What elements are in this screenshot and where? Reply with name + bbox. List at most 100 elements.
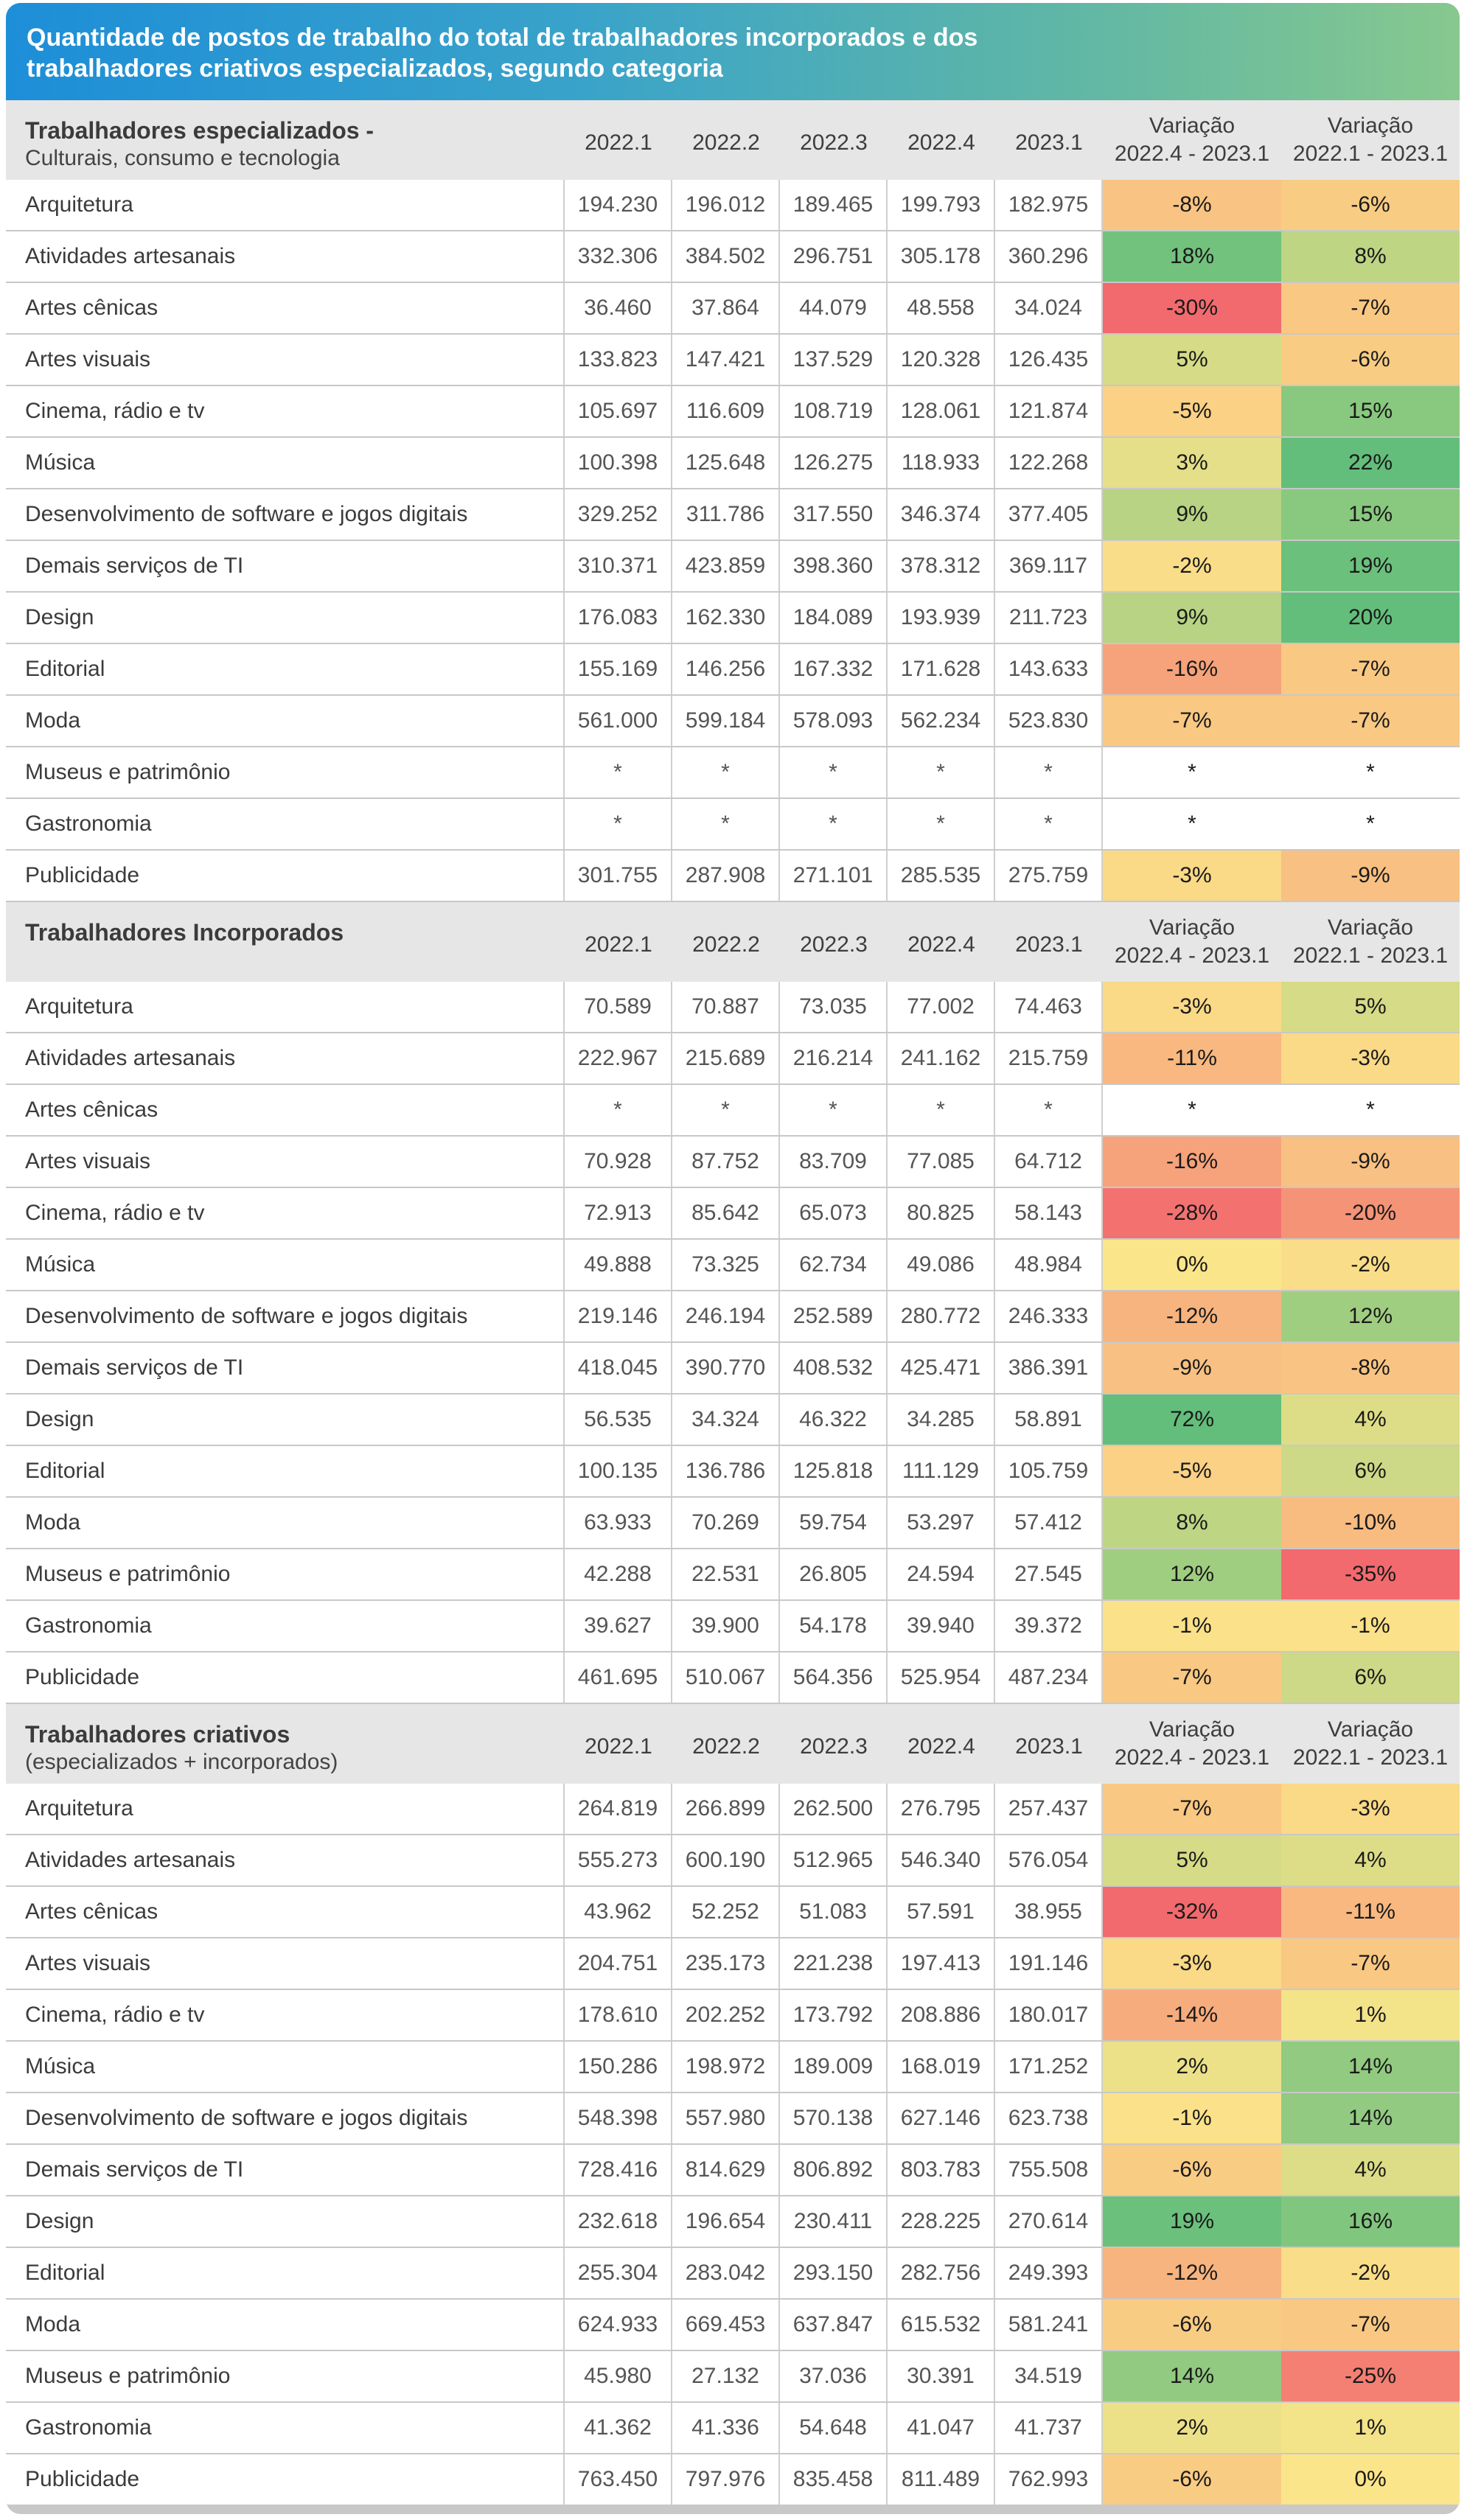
category-label: Artes cênicas (6, 283, 565, 333)
value-cell: 275.759 (995, 851, 1103, 901)
value-cell: 216.214 (780, 1033, 888, 1083)
variation-year-cell: 4% (1281, 2145, 1460, 2195)
value-cell: 167.332 (780, 644, 888, 694)
variation-quarter-cell: -6% (1103, 2145, 1281, 2195)
variation-year-cell: -7% (1281, 283, 1460, 333)
value-cell: 22.531 (672, 1549, 780, 1599)
table-row: Arquitetura 264.819 266.899 262.500 276.795 2… (6, 1784, 1460, 1835)
value-cell: 512.965 (780, 1835, 888, 1885)
table-row: Artes cênicas 43.962 52.252 51.083 57.591 38.… (6, 1887, 1460, 1938)
table-row: Editorial 255.304 283.042 293.150 282.756 249… (6, 2248, 1460, 2300)
value-cell: 570.138 (780, 2093, 888, 2143)
variation-year-cell: -35% (1281, 1549, 1460, 1599)
category-label: Música (6, 1240, 565, 1290)
table-row: Cinema, rádio e tv 72.913 85.642 65.073 80.8… (6, 1188, 1460, 1240)
variation-header-year: Variação 2022.1 - 2023.1 (1281, 902, 1460, 982)
category-label: Arquitetura (6, 180, 565, 230)
value-cell: 360.296 (995, 231, 1103, 282)
table-row: Cinema, rádio e tv 178.610 202.252 173.792 2… (6, 1990, 1460, 2042)
value-cell: 70.887 (672, 982, 780, 1032)
value-cell: 105.759 (995, 1446, 1103, 1496)
variation-quarter-cell: * (1103, 747, 1281, 797)
value-cell: 803.783 (888, 2145, 995, 2195)
table-row: Gastronomia 39.627 39.900 54.178 39.940 39.37… (6, 1601, 1460, 1652)
table-row: Desenvolvimento de software e jogos digi… (6, 2093, 1460, 2145)
value-cell: 74.463 (995, 982, 1103, 1032)
value-cell: * (672, 1085, 780, 1135)
variation-quarter-cell: 0% (1103, 1240, 1281, 1290)
variation-year-cell: 0% (1281, 2454, 1460, 2505)
value-cell: 48.558 (888, 283, 995, 333)
category-label: Editorial (6, 644, 565, 694)
value-cell: 557.980 (672, 2093, 780, 2143)
value-cell: * (888, 1085, 995, 1135)
value-cell: 378.312 (888, 541, 995, 591)
column-header-2022-1: 2022.1 (585, 1734, 652, 1759)
table-row: Artes visuais 204.751 235.173 221.238 197.41… (6, 1938, 1460, 1990)
variation-header-line: Variação (1149, 1717, 1236, 1742)
value-cell: 168.019 (888, 2042, 995, 2092)
value-cell: 624.933 (565, 2300, 672, 2350)
variation-quarter-cell: -3% (1103, 851, 1281, 901)
value-cell: 44.079 (780, 283, 888, 333)
value-cell: 728.416 (565, 2145, 672, 2195)
value-cell: 64.712 (995, 1137, 1103, 1187)
variation-year-cell: -6% (1281, 180, 1460, 230)
value-cell: 487.234 (995, 1652, 1103, 1703)
category-label: Música (6, 2042, 565, 2092)
variation-quarter-cell: 14% (1103, 2351, 1281, 2401)
variation-quarter-cell: 5% (1103, 1835, 1281, 1885)
variation-year-cell: -7% (1281, 2300, 1460, 2350)
value-cell: 121.874 (995, 386, 1103, 436)
value-cell: 287.908 (672, 851, 780, 901)
variation-quarter-cell: -9% (1103, 1343, 1281, 1393)
variation-quarter-cell: -5% (1103, 1446, 1281, 1496)
value-cell: 835.458 (780, 2454, 888, 2505)
table-row: Música 150.286 198.972 189.009 168.019 171.25… (6, 2042, 1460, 2093)
value-cell: 669.453 (672, 2300, 780, 2350)
value-cell: 599.184 (672, 696, 780, 746)
category-label: Artes cênicas (6, 1085, 565, 1135)
variation-year-cell: -1% (1281, 1601, 1460, 1651)
value-cell: 301.755 (565, 851, 672, 901)
table-row: Museus e patrimônio 42.288 22.531 26.805 24.… (6, 1549, 1460, 1601)
table-row: Museus e patrimônio * * * * * * * (6, 747, 1460, 799)
value-cell: 548.398 (565, 2093, 672, 2143)
value-cell: 398.360 (780, 541, 888, 591)
value-cell: 125.648 (672, 438, 780, 488)
variation-header-period: 2022.4 - 2023.1 (1114, 943, 1270, 968)
variation-quarter-cell: * (1103, 799, 1281, 849)
variation-quarter-cell: 2% (1103, 2042, 1281, 2092)
category-label: Arquitetura (6, 982, 565, 1032)
table-row: Editorial 155.169 146.256 167.332 171.628 143… (6, 644, 1460, 696)
value-cell: 561.000 (565, 696, 672, 746)
value-cell: 576.054 (995, 1835, 1103, 1885)
variation-quarter-cell: -1% (1103, 2093, 1281, 2143)
category-label: Gastronomia (6, 2403, 565, 2453)
value-cell: 305.178 (888, 231, 995, 282)
value-cell: 252.589 (780, 1291, 888, 1341)
variation-quarter-cell: -11% (1103, 1033, 1281, 1083)
table-row: Artes visuais 133.823 147.421 137.529 120.32… (6, 335, 1460, 386)
variation-year-cell: -3% (1281, 1784, 1460, 1834)
value-cell: 57.591 (888, 1887, 995, 1937)
variation-quarter-cell: -2% (1103, 541, 1281, 591)
value-cell: 329.252 (565, 489, 672, 540)
value-cell: 283.042 (672, 2248, 780, 2298)
variation-year-cell: -7% (1281, 696, 1460, 746)
value-cell: 255.304 (565, 2248, 672, 2298)
column-header-2022-1: 2022.1 (585, 130, 652, 155)
value-cell: 627.146 (888, 2093, 995, 2143)
category-label: Publicidade (6, 2454, 565, 2505)
variation-quarter-cell: -6% (1103, 2300, 1281, 2350)
value-cell: 182.975 (995, 180, 1103, 230)
value-cell: 208.886 (888, 1990, 995, 2040)
variation-quarter-cell: -3% (1103, 1938, 1281, 1989)
value-cell: 85.642 (672, 1188, 780, 1238)
variation-year-cell: -3% (1281, 1033, 1460, 1083)
value-cell: 51.083 (780, 1887, 888, 1937)
category-label: Artes visuais (6, 1137, 565, 1187)
value-cell: 390.770 (672, 1343, 780, 1393)
value-cell: 189.009 (780, 2042, 888, 2092)
column-header-2022-3: 2022.3 (800, 1734, 868, 1759)
